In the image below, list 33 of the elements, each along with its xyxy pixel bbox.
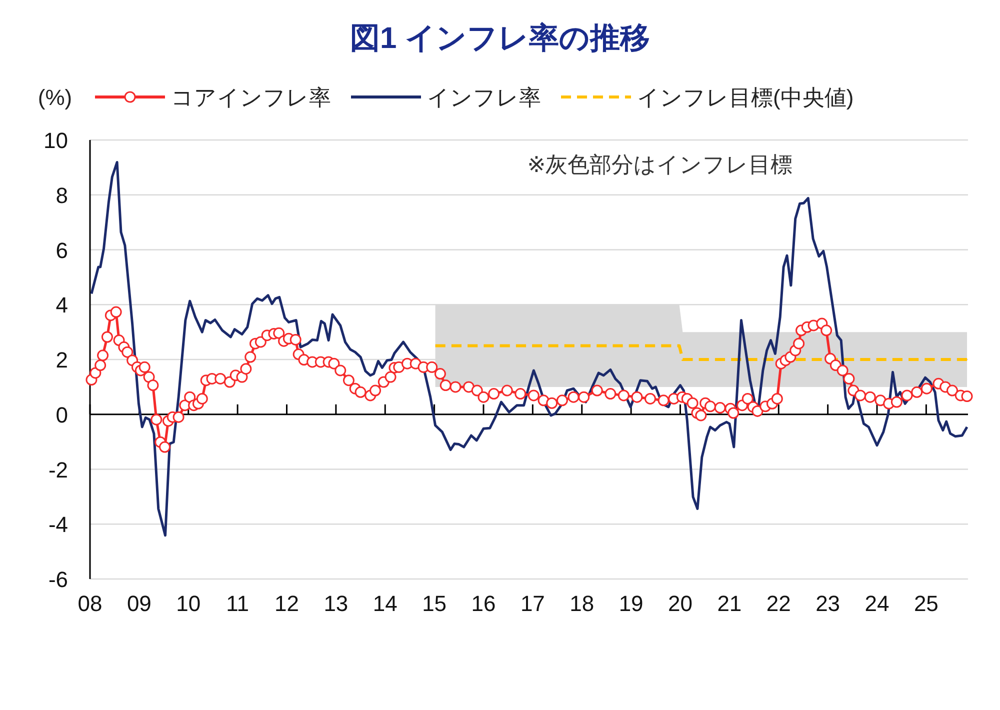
y-tick-label: 8	[56, 182, 68, 208]
y-axis-title: (%)	[38, 85, 72, 110]
x-tick-label: 21	[717, 591, 742, 616]
y-tick-label: -2	[48, 457, 68, 482]
y-tick-label: 2	[56, 348, 68, 372]
legend-label: インフレ率	[427, 85, 541, 110]
x-tick-label: 10	[176, 591, 201, 616]
chart-title: 図1 インフレ率の推移	[350, 21, 650, 55]
annotation: ※灰色部分はインフレ目標	[527, 152, 793, 177]
x-tick-label: 13	[324, 591, 348, 616]
x-tick-label: 08	[78, 591, 102, 616]
x-tick-label: 18	[570, 591, 594, 616]
y-tick-label: 0	[56, 402, 68, 428]
legend-label: コアインフレ率	[171, 85, 331, 110]
x-tick-label: 25	[914, 591, 938, 616]
x-tick-label: 20	[668, 591, 692, 616]
x-tick-label: 24	[864, 591, 890, 616]
x-tick-label: 15	[422, 591, 447, 616]
x-tick-label: 19	[618, 591, 644, 616]
x-tick-label: 16	[471, 591, 496, 616]
y-tick-label: 10	[44, 128, 68, 153]
y-tick-label: -4	[48, 512, 68, 538]
x-tick-label: 23	[816, 591, 840, 616]
y-tick-label: 4	[56, 292, 68, 318]
x-tick-label: 14	[372, 591, 398, 616]
x-tick-label: 11	[226, 591, 249, 616]
x-tick-label: 22	[766, 591, 791, 616]
x-tick-label: 12	[274, 591, 299, 616]
y-tick-label: 6	[56, 238, 68, 263]
y-tick-label: -6	[48, 567, 68, 592]
legend-label: インフレ目標(中央値)	[637, 85, 854, 110]
x-tick-label: 09	[126, 591, 152, 616]
x-tick-label: 17	[520, 591, 545, 616]
